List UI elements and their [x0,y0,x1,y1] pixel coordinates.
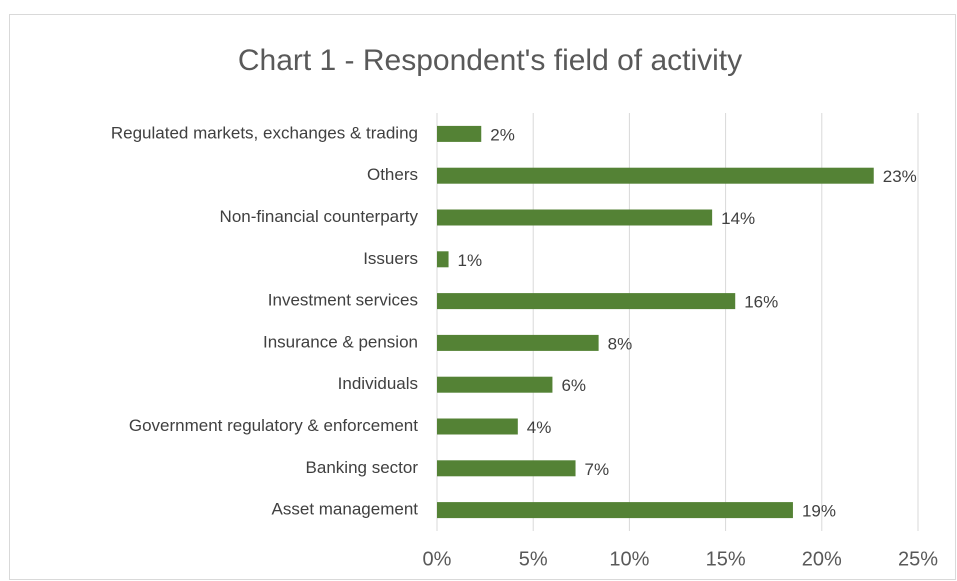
bar [437,293,736,310]
y-tick-label: Investment services [268,291,418,310]
y-tick-label: Issuers [363,249,418,268]
y-tick-label: Individuals [338,374,418,393]
x-tick-label: 10% [609,548,649,570]
value-label: 14% [721,209,755,228]
bar [437,125,482,142]
y-tick-label: Others [367,165,418,184]
y-tick-label: Asset management [272,500,419,519]
y-tick-label: Non-financial counterparty [220,207,419,226]
value-label: 7% [585,460,610,479]
value-label: 4% [527,418,552,437]
value-label: 6% [561,376,586,395]
value-label: 16% [744,293,778,312]
bar [437,167,874,184]
x-tick-label: 0% [423,548,452,570]
y-tick-label: Banking sector [306,458,419,477]
value-label: 23% [883,167,917,186]
value-label: 2% [490,125,515,144]
x-tick-label: 20% [802,548,842,570]
y-tick-label: Insurance & pension [263,332,418,351]
x-tick-label: 5% [519,548,548,570]
bar [437,418,518,435]
x-tick-label: 25% [898,548,938,570]
value-label: 8% [608,334,633,353]
value-label: 19% [802,502,836,521]
x-tick-label: 15% [706,548,746,570]
bar [437,334,599,351]
value-label: 1% [458,251,483,270]
bar [437,502,793,519]
chart-title: Chart 1 - Respondent's field of activity [238,44,742,77]
y-tick-label: Government regulatory & enforcement [129,416,418,435]
bar [437,251,449,268]
bar [437,209,713,226]
bar [437,376,553,393]
y-tick-label: Regulated markets, exchanges & trading [111,123,418,142]
bar [437,460,576,477]
